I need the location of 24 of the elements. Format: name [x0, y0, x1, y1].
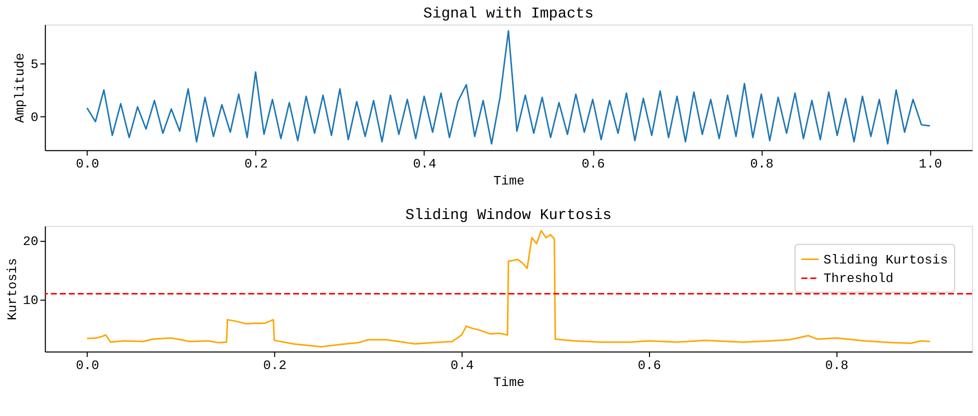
x-tick-label: 0.4 [450, 358, 474, 373]
y-tick-label: 0 [30, 110, 38, 125]
y-axis-title: Kurtosis [4, 258, 20, 320]
legend-label: Sliding Kurtosis [823, 252, 948, 268]
y-tick-label: 10 [22, 293, 38, 308]
x-tick-label: 0.0 [76, 358, 100, 373]
x-tick-label: 0.2 [263, 358, 286, 373]
x-tick-label: 1.0 [918, 156, 942, 172]
y-tick-label: 5 [30, 57, 38, 72]
x-axis-title: Time [493, 174, 524, 189]
y-tick-label: 20 [22, 234, 38, 250]
x-tick-label: 0.6 [638, 358, 662, 373]
line-series [86, 30, 931, 145]
y-axis-title: Amplitude [12, 52, 28, 123]
x-tick-label: 0.0 [76, 156, 100, 172]
legend-label: Threshold [823, 271, 894, 286]
x-tick-label: 0.2 [244, 156, 268, 172]
x-tick-label: 0.6 [582, 156, 605, 172]
chart-title: Sliding Window Kurtosis [405, 208, 612, 224]
x-tick-label: 0.8 [750, 156, 774, 172]
x-tick-label: 0.8 [825, 358, 848, 373]
x-axis-title: Time [493, 374, 524, 390]
x-tick-label: 0.4 [412, 156, 437, 172]
chart-title: Signal with Impacts [423, 6, 594, 23]
